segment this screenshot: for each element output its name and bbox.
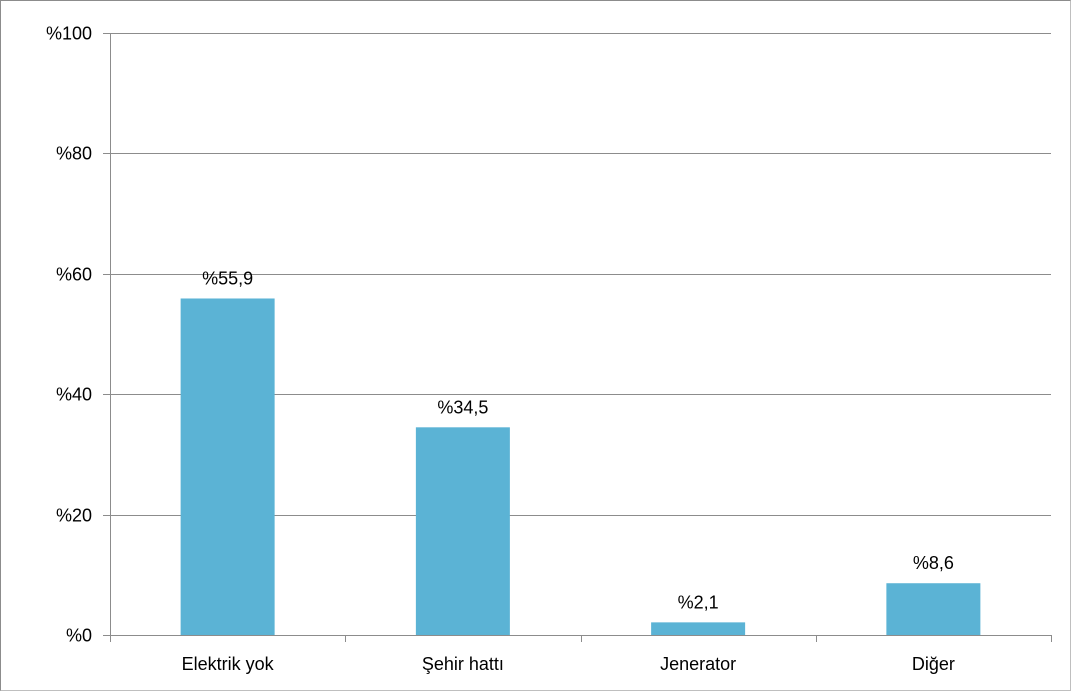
data-label: %55,9 bbox=[202, 268, 253, 288]
x-category-label: Diğer bbox=[912, 654, 955, 674]
x-category-label: Şehir hattı bbox=[422, 654, 504, 674]
y-tick-label: %60 bbox=[56, 265, 92, 285]
x-category-label: Elektrik yok bbox=[182, 654, 275, 674]
y-tick-label: %0 bbox=[66, 626, 92, 646]
data-label: %34,5 bbox=[437, 397, 488, 417]
data-label: %8,6 bbox=[913, 553, 954, 573]
y-tick-label: %80 bbox=[56, 144, 92, 164]
bar bbox=[415, 427, 510, 635]
y-tick-label: %40 bbox=[56, 385, 92, 405]
y-tick-label: %20 bbox=[56, 506, 92, 526]
y-tick-label: %100 bbox=[46, 24, 92, 44]
data-label: %2,1 bbox=[678, 592, 719, 612]
bar bbox=[886, 583, 981, 635]
bar bbox=[180, 298, 275, 635]
x-category-label: Jenerator bbox=[660, 654, 736, 674]
bar bbox=[651, 622, 746, 635]
